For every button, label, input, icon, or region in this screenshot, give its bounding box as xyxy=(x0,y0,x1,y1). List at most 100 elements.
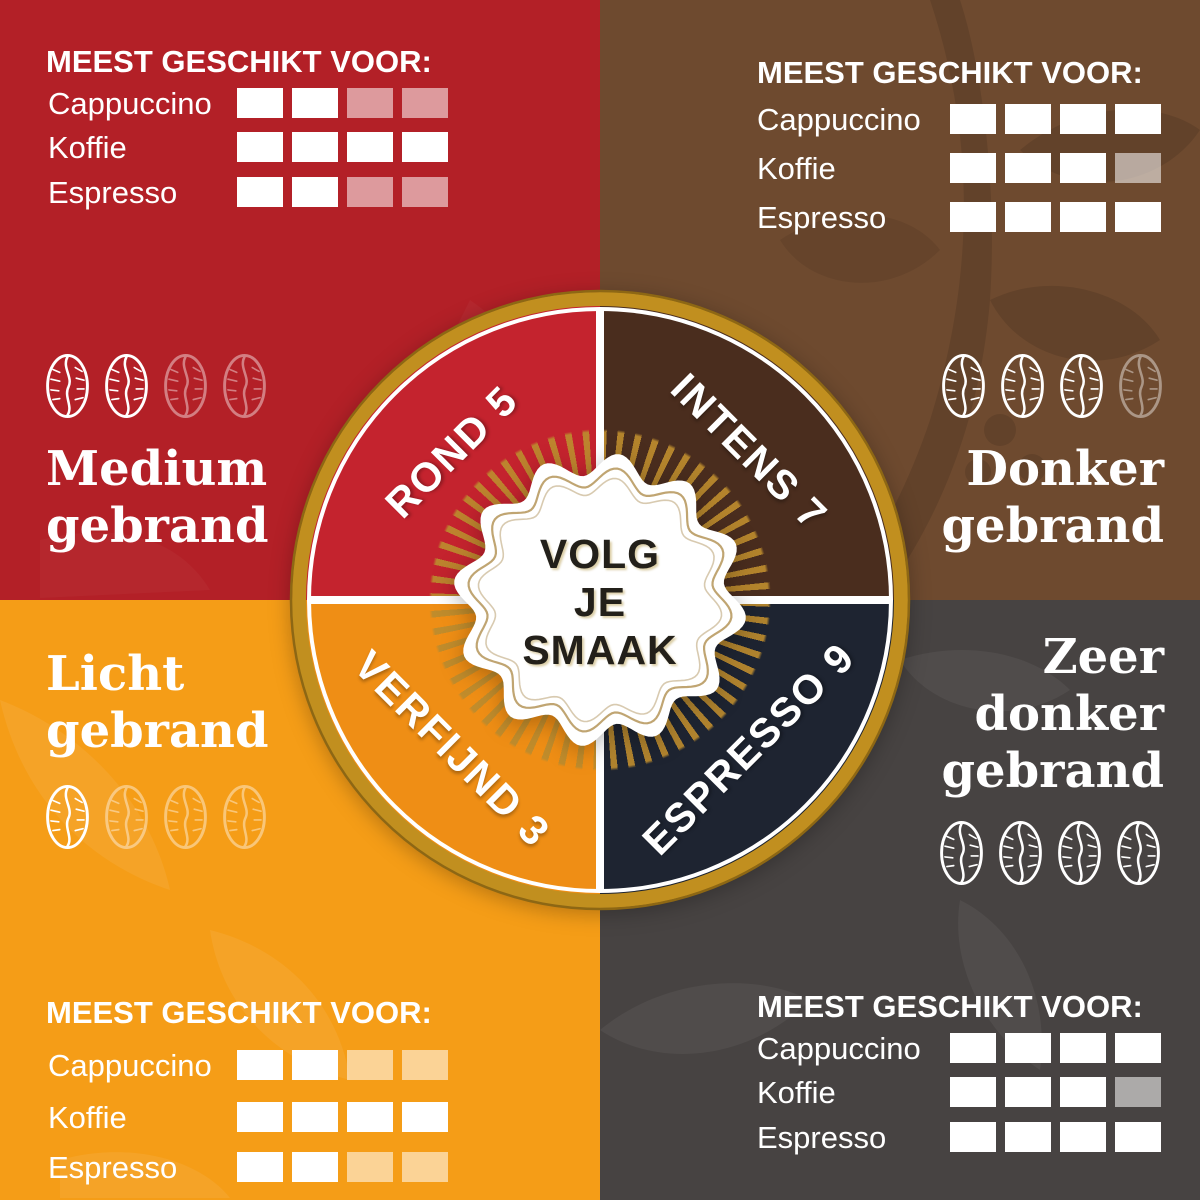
rating-blocks-cappuccino xyxy=(950,104,1161,134)
rating-cell-faded xyxy=(1115,153,1161,183)
rating-cell-filled xyxy=(237,1102,283,1132)
drink-label-cappuccino: Cappuccino xyxy=(757,1031,921,1066)
rating-cell-filled xyxy=(292,88,338,118)
drink-label-espresso: Espresso xyxy=(48,175,178,210)
coffee-bean-icon xyxy=(1056,819,1103,887)
rating-cell-faded xyxy=(402,1152,448,1182)
rating-cell-faded xyxy=(347,1050,393,1080)
roast-beans-zeer-donker xyxy=(938,819,1162,887)
rating-cell-filled xyxy=(292,1102,338,1132)
badge-inner-line-2 xyxy=(477,477,723,723)
drink-label-cappuccino: Cappuccino xyxy=(48,86,212,121)
roast-label-donker: Donker gebrand xyxy=(941,441,1164,555)
rating-blocks-cappuccino xyxy=(237,1050,448,1080)
roast-line: Donker xyxy=(966,441,1164,497)
rating-cell-filled xyxy=(237,1152,283,1182)
rating-cell-filled xyxy=(292,132,338,162)
rating-cell-filled xyxy=(1005,202,1051,232)
badge-line: JE xyxy=(573,579,627,625)
rating-blocks-cappuccino xyxy=(950,1033,1161,1063)
ratings-heading: MEEST GESCHIKT VOOR: xyxy=(757,55,1143,90)
rating-cell-filled xyxy=(950,1122,996,1152)
roast-beans-licht xyxy=(44,783,268,851)
rating-cell-filled xyxy=(402,132,448,162)
ratings-heading: MEEST GESCHIKT VOOR: xyxy=(46,44,432,79)
roast-line: donker xyxy=(974,686,1164,742)
badge-line: SMAAK xyxy=(522,627,678,673)
rating-cell-filled xyxy=(1060,1122,1106,1152)
rating-cell-faded xyxy=(402,177,448,207)
rating-blocks-koffie xyxy=(950,1077,1161,1107)
roast-line: gebrand xyxy=(941,498,1164,554)
rating-blocks-espresso xyxy=(237,1152,448,1182)
rating-cell-filled xyxy=(1060,153,1106,183)
roast-label-zeer-donker: Zeer donker gebrand xyxy=(941,629,1164,800)
coffee-bean-icon xyxy=(1115,819,1162,887)
rating-cell-filled xyxy=(292,177,338,207)
wheel-gold-ring xyxy=(292,292,908,908)
rating-cell-filled xyxy=(950,1033,996,1063)
rating-cell-filled xyxy=(950,1077,996,1107)
coffee-bean-icon xyxy=(44,783,91,851)
rating-cell-filled xyxy=(1115,1033,1161,1063)
badge-inner-line-1 xyxy=(467,467,733,733)
ratings-heading: MEEST GESCHIKT VOOR: xyxy=(757,989,1143,1024)
coffee-bean-icon xyxy=(1117,352,1164,420)
coffee-bean-icon xyxy=(44,352,91,420)
rating-blocks-koffie xyxy=(237,1102,448,1132)
coffee-bean-icon xyxy=(938,819,985,887)
roast-line: gebrand xyxy=(46,498,269,554)
rating-blocks-espresso xyxy=(950,202,1161,232)
rating-cell-filled xyxy=(950,153,996,183)
rating-cell-filled xyxy=(950,202,996,232)
drink-label-espresso: Espresso xyxy=(757,1120,887,1155)
rating-blocks-cappuccino xyxy=(237,88,448,118)
drink-label-espresso: Espresso xyxy=(757,200,887,235)
rating-cell-filled xyxy=(292,1152,338,1182)
coffee-bean-icon xyxy=(221,352,268,420)
wheel-ring-inner-line xyxy=(307,307,893,893)
roast-line: Medium xyxy=(46,441,268,497)
rating-cell-filled xyxy=(237,88,283,118)
rating-cell-faded xyxy=(402,88,448,118)
rating-cell-filled xyxy=(292,1050,338,1080)
rating-cell-filled xyxy=(1005,153,1051,183)
coffee-bean-icon xyxy=(997,819,1044,887)
rating-cell-faded xyxy=(402,1050,448,1080)
ratings-heading: MEEST GESCHIKT VOOR: xyxy=(46,995,432,1030)
rating-blocks-espresso xyxy=(950,1122,1161,1152)
rating-cell-filled xyxy=(1115,104,1161,134)
rating-blocks-espresso xyxy=(237,177,448,207)
roast-line: Zeer xyxy=(1042,629,1164,685)
badge-line: VOLG xyxy=(539,531,661,577)
rating-cell-filled xyxy=(1005,1077,1051,1107)
rating-cell-filled xyxy=(237,132,283,162)
drink-label-koffie: Koffie xyxy=(757,151,836,186)
rating-cell-filled xyxy=(402,1102,448,1132)
coffee-bean-icon xyxy=(999,352,1046,420)
coffee-bean-icon xyxy=(1058,352,1105,420)
drink-label-koffie: Koffie xyxy=(757,1075,836,1110)
rating-cell-filled xyxy=(237,1050,283,1080)
rating-cell-filled xyxy=(347,132,393,162)
rating-cell-filled xyxy=(1060,1077,1106,1107)
roast-line: gebrand xyxy=(46,703,269,759)
rating-cell-filled xyxy=(1060,1033,1106,1063)
rating-cell-filled xyxy=(1060,202,1106,232)
rating-cell-filled xyxy=(347,1102,393,1132)
drink-label-koffie: Koffie xyxy=(48,1100,127,1135)
coffee-bean-icon xyxy=(162,352,209,420)
rating-cell-filled xyxy=(950,104,996,134)
rating-cell-filled xyxy=(1115,202,1161,232)
badge-text: VOLG JE SMAAK xyxy=(522,530,677,674)
rating-cell-faded xyxy=(347,177,393,207)
drink-label-cappuccino: Cappuccino xyxy=(48,1048,212,1083)
rating-blocks-koffie xyxy=(950,153,1161,183)
rating-cell-filled xyxy=(1005,1033,1051,1063)
roast-beans-donker xyxy=(940,352,1164,420)
rating-cell-faded xyxy=(1115,1077,1161,1107)
taste-wheel: VOLG JE SMAAK ROND 5 INTENS 7 VERFIJND 3… xyxy=(280,280,920,920)
roast-line: Licht xyxy=(46,646,185,702)
rating-cell-filled xyxy=(1005,1122,1051,1152)
